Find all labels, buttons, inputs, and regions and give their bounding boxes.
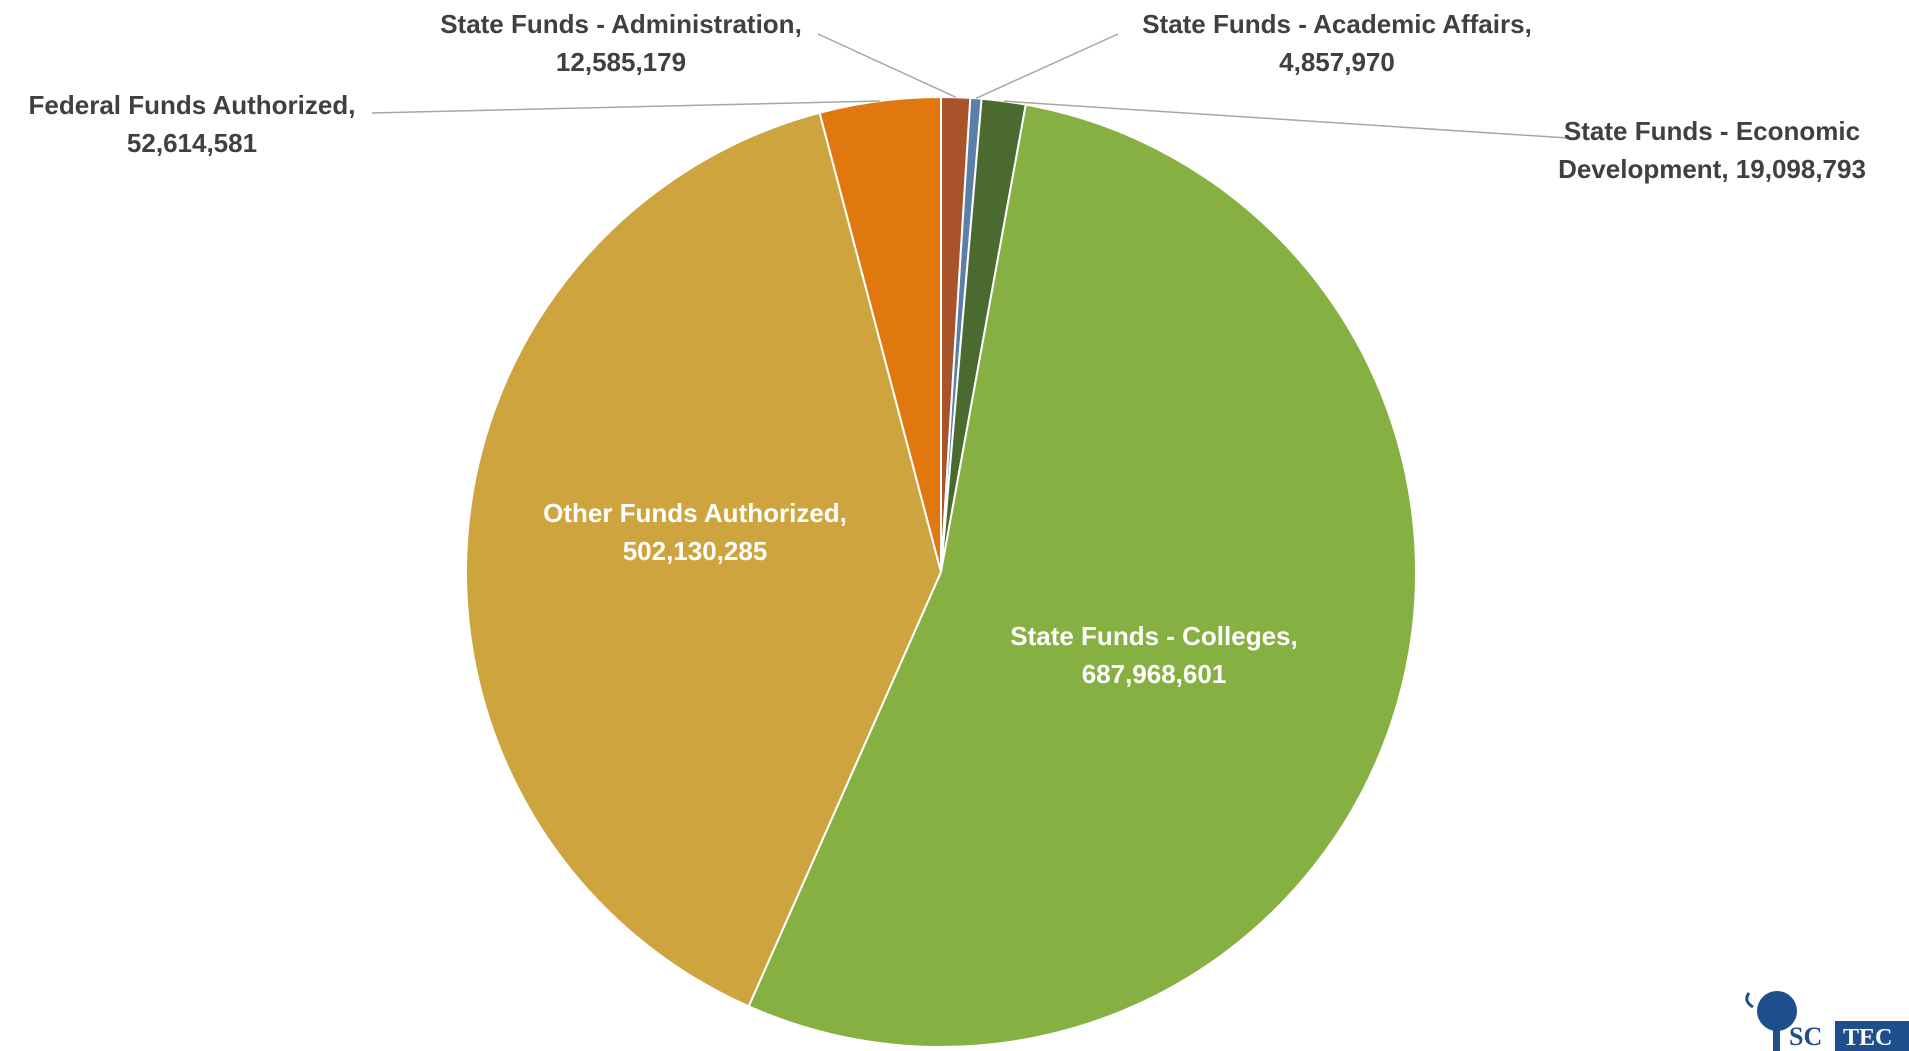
label-category: State Funds - Economic Development, xyxy=(1558,116,1861,184)
logo-left: SC xyxy=(1789,1022,1822,1051)
data-label: State Funds - Administration, 12,585,179 xyxy=(411,5,831,81)
label-value: 52,614,581 xyxy=(126,128,258,158)
logo: SC TEC xyxy=(1739,985,1909,1051)
pie-slice xyxy=(747,103,1417,1049)
data-label: Other Funds Authorized, 502,130,285 xyxy=(495,494,895,570)
data-label: Federal Funds Authorized, 52,614,581 xyxy=(2,86,382,162)
pie-slice xyxy=(818,95,942,573)
pie-slice xyxy=(465,111,943,1008)
label-category: State Funds - Academic Affairs, xyxy=(1142,9,1532,39)
leader-line xyxy=(975,33,1119,99)
label-value: 12,585,179 xyxy=(555,47,687,77)
label-category: State Funds - Colleges, xyxy=(1010,621,1298,651)
label-value: 687,968,601 xyxy=(1081,659,1227,689)
logo-right: TEC xyxy=(1843,1025,1892,1051)
logo-graphic: SC TEC xyxy=(1745,991,1909,1051)
label-category: State Funds - Administration, xyxy=(440,9,802,39)
leader-line xyxy=(817,33,956,98)
label-value: 502,130,285 xyxy=(622,536,768,566)
data-label: State Funds - Academic Affairs, 4,857,970 xyxy=(1117,5,1557,81)
label-value: 19,098,793 xyxy=(1735,154,1866,184)
leader-line xyxy=(1003,100,1569,139)
data-label: State Funds - Economic Development, 19,0… xyxy=(1522,112,1902,188)
label-category: Other Funds Authorized, xyxy=(543,498,847,528)
label-value: 4,857,970 xyxy=(1279,47,1395,77)
label-category: Federal Funds Authorized, xyxy=(28,90,356,120)
data-label: State Funds - Colleges, 687,968,601 xyxy=(954,617,1354,693)
leader-line xyxy=(371,100,880,114)
